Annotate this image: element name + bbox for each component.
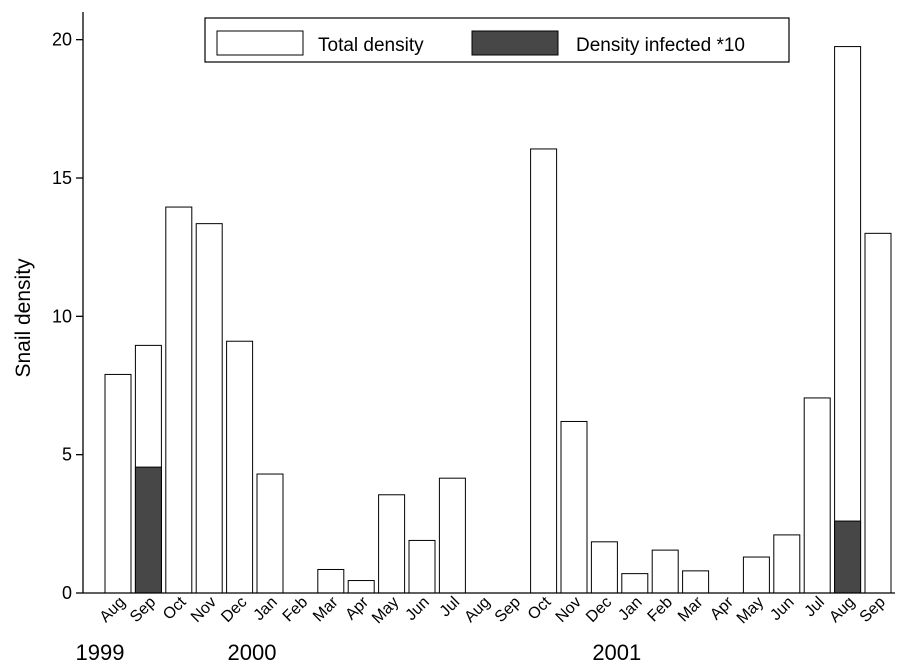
- bar-total-18: [651, 549, 679, 594]
- y-tick-label: 20: [52, 30, 72, 50]
- x-tick-label: Mar: [310, 593, 342, 625]
- x-tick-label: Sep: [492, 594, 524, 626]
- infected-density-bars: [134, 466, 862, 594]
- bar-total-21: [742, 556, 770, 594]
- legend-swatch-total: [216, 30, 304, 56]
- year-labels: 1999 2000 2001: [76, 640, 642, 665]
- bar-total-7: [317, 568, 345, 594]
- bar-total-25: [864, 232, 892, 594]
- y-tick-label: 0: [62, 583, 72, 603]
- y-tick-label: 5: [62, 445, 72, 465]
- x-tick-label: Jul: [437, 594, 463, 620]
- year-label: 2001: [592, 640, 641, 665]
- x-tick-label: Dec: [218, 594, 250, 626]
- x-tick-label: Mar: [675, 593, 707, 625]
- x-tick-label: Nov: [188, 594, 220, 626]
- year-label: 2000: [228, 640, 277, 665]
- year-label: 1999: [76, 640, 125, 665]
- x-tick-label: Sep: [857, 594, 889, 626]
- legend: Total density Density infected *10: [204, 17, 790, 63]
- x-tick-label: Oct: [160, 593, 190, 623]
- x-tick-label: Aug: [97, 594, 129, 626]
- y-ticks: 0 5 10 15 20: [52, 30, 83, 603]
- x-tick-label: Aug: [461, 594, 493, 626]
- x-tick-label: Nov: [553, 594, 585, 626]
- bar-total-9: [378, 494, 406, 594]
- bar-infected-24: [834, 520, 862, 594]
- y-tick-label: 15: [52, 168, 72, 188]
- bar-total-16: [590, 541, 618, 594]
- legend-label-total: Total density: [318, 35, 424, 56]
- bar-total-14: [530, 148, 558, 594]
- y-axis-title: Snail density: [12, 258, 35, 378]
- x-tick-label: Dec: [583, 594, 615, 626]
- x-tick-label: Apr: [707, 593, 737, 623]
- x-tick-label: May: [369, 594, 402, 627]
- bar-total-2: [165, 206, 193, 594]
- x-tick-label: Jan: [251, 594, 281, 624]
- x-tick-label: May: [734, 594, 767, 627]
- x-tick-label: Jan: [615, 594, 645, 624]
- legend-swatch-infected: [471, 30, 559, 56]
- x-tick-label: Oct: [525, 593, 555, 623]
- bar-total-10: [408, 539, 436, 594]
- x-tick-label: Aug: [826, 594, 858, 626]
- bar-total-19: [682, 570, 710, 594]
- bar-total-15: [560, 420, 588, 594]
- bar-total-11: [438, 477, 466, 594]
- bar-total-4: [226, 340, 254, 594]
- axes: [82, 12, 895, 594]
- x-tick-label: Apr: [342, 593, 372, 623]
- legend-label-infected: Density infected *10: [576, 35, 745, 56]
- bar-total-5: [256, 473, 284, 594]
- bar-total-24: [834, 46, 862, 594]
- x-tick-label: Sep: [127, 594, 159, 626]
- x-tick-label: Jun: [403, 594, 433, 624]
- x-tick-label: Jul: [802, 594, 828, 620]
- bar-total-17: [621, 573, 649, 594]
- bar-total-3: [195, 223, 223, 594]
- x-tick-label: Jun: [767, 594, 797, 624]
- x-tick-label: Feb: [280, 594, 312, 626]
- total-density-bars: [104, 46, 892, 594]
- y-tick-label: 10: [52, 306, 72, 326]
- bar-total-0: [104, 373, 132, 594]
- bar-total-22: [773, 534, 801, 594]
- bar-total-8: [347, 580, 375, 594]
- bar-infected-1: [134, 466, 162, 594]
- x-tick-label: Feb: [645, 594, 677, 626]
- bar-total-23: [803, 397, 831, 594]
